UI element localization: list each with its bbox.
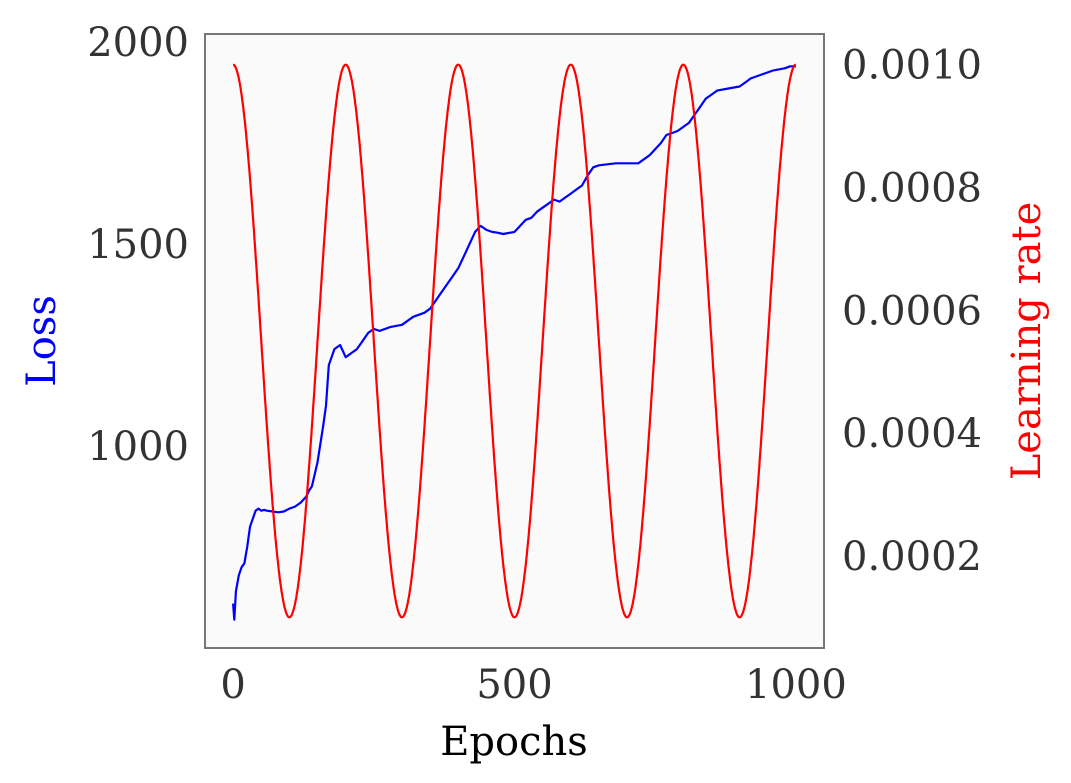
y-right-tick-label: 0.0006: [842, 288, 982, 334]
x-tick-labels: 0 500 1000: [220, 662, 846, 708]
y-left-tick-label: 2000: [87, 20, 189, 66]
x-tick-label: 1000: [745, 662, 847, 708]
x-tick-label: 0: [220, 662, 245, 708]
y-left-axis-title: Loss: [19, 295, 65, 387]
y-right-axis-title: Learning rate: [1004, 202, 1050, 481]
y-right-tick-label: 0.0010: [842, 43, 982, 89]
y-right-tick-label: 0.0004: [842, 411, 982, 457]
learning-rate-line-group: [232, 63, 797, 619]
y-left-tick-label: 1000: [87, 424, 189, 470]
y-right-tick-labels: 0.0002 0.0004 0.0006 0.0008 0.0010: [842, 43, 982, 580]
plot-frame: [204, 33, 825, 649]
x-axis-title: Epochs: [440, 719, 588, 765]
plot-area: [205, 34, 824, 648]
y-left-tick-labels: 1000 1500 2000: [87, 20, 189, 470]
loss-line-group: [232, 65, 796, 621]
y-right-tick-label: 0.0008: [842, 166, 982, 212]
y-left-tick-label: 1500: [87, 222, 189, 268]
learning-rate-series-line: [232, 63, 797, 619]
loss-series-line: [232, 65, 796, 621]
x-tick-label: 500: [476, 662, 552, 708]
y-right-tick-label: 0.0002: [842, 534, 982, 580]
